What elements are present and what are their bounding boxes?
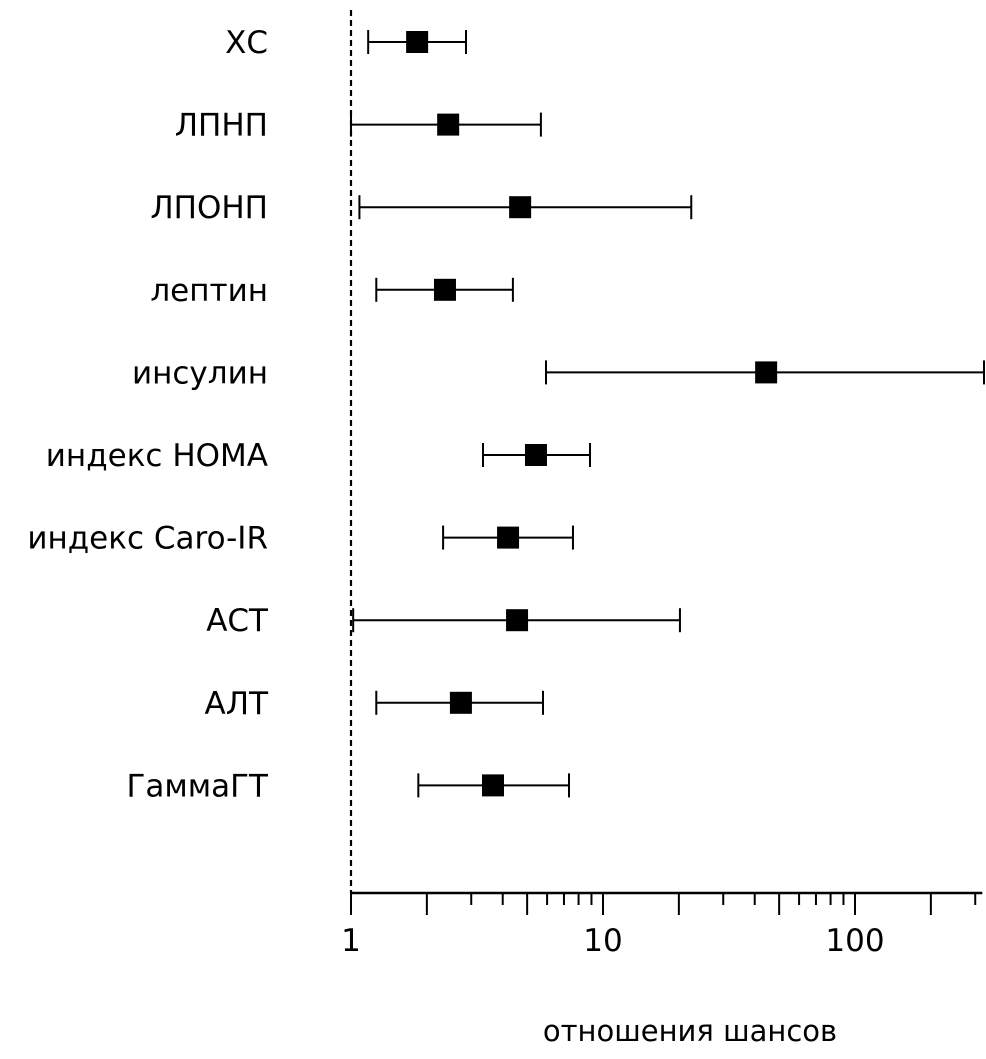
forest-row: ХС	[225, 25, 468, 61]
forest-row: лептин	[150, 273, 514, 309]
forest-row: АЛТ	[205, 686, 545, 722]
row-label: ЛПОНП	[150, 190, 268, 226]
forest-row: индекс HOMA	[46, 438, 592, 474]
x-tick-label: 1	[341, 923, 361, 959]
row-label: индекс HOMA	[46, 438, 268, 474]
odds-ratio-marker	[755, 361, 778, 384]
row-label: индекс Caro-IR	[27, 521, 268, 557]
odds-ratio-marker	[449, 691, 472, 714]
forest-row: АСТ	[206, 603, 681, 639]
row-label: ГаммаГТ	[126, 768, 269, 804]
forest-row: ЛПОНП	[150, 190, 693, 226]
x-tick-label: 100	[825, 923, 884, 959]
odds-ratio-marker	[481, 774, 504, 797]
forest-row: ЛПНП	[175, 108, 542, 144]
forest-row: инсулин	[132, 355, 985, 391]
row-label: ЛПНП	[175, 108, 268, 144]
odds-ratio-marker	[437, 113, 460, 136]
row-label: лептин	[150, 273, 268, 309]
odds-ratio-marker	[524, 444, 547, 466]
row-label: ХС	[225, 25, 268, 61]
forest-row: индекс Caro-IR	[27, 521, 574, 557]
odds-ratio-marker	[406, 31, 429, 53]
row-label: АСТ	[206, 603, 269, 639]
forest-row: ГаммаГТ	[126, 768, 571, 804]
x-axis-title: отношения шансов	[543, 1014, 837, 1048]
odds-ratio-marker	[433, 278, 456, 301]
x-tick-label: 10	[583, 923, 622, 959]
row-label: инсулин	[132, 355, 268, 391]
odds-ratio-marker	[509, 196, 532, 219]
odds-ratio-marker	[497, 526, 520, 549]
odds-ratio-marker	[506, 609, 529, 632]
row-label: АЛТ	[205, 686, 270, 722]
